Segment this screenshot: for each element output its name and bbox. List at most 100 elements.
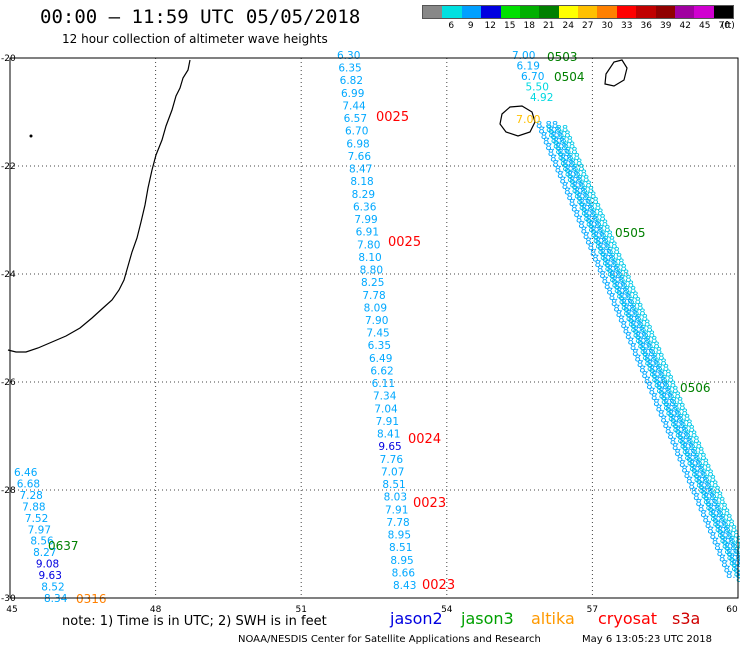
- swath-mark: 8.88: [543, 137, 565, 148]
- cryosat-track-value: 6.11: [372, 378, 395, 390]
- swath-mark: 8.88: [579, 202, 601, 213]
- swath-mark: 8.88: [581, 226, 603, 237]
- swath-mark: 8.88: [560, 157, 582, 168]
- cryosat-track-value: 8.51: [389, 542, 412, 554]
- color-scale-label: 24: [562, 21, 574, 31]
- swath-mark: 8.88: [616, 309, 638, 320]
- swath-mark: 8.88: [553, 141, 575, 152]
- west-track-value: 9.63: [39, 570, 62, 582]
- west-track-value: 8.56: [30, 536, 54, 548]
- x-tick-label: 51: [295, 605, 306, 615]
- swath-mark: 8.88: [578, 220, 600, 231]
- west-track-value: 7.52: [25, 513, 48, 525]
- west-track-value: 8.27: [33, 547, 56, 559]
- swath-mark: 8.88: [712, 537, 734, 548]
- swath-mark: 8.88: [661, 396, 683, 407]
- swath-mark: 8.88: [562, 181, 584, 192]
- color-swatch-21: [539, 6, 559, 18]
- pass-time-label: 0637: [48, 539, 79, 553]
- swath-mark: 8.88: [555, 164, 577, 175]
- pass-time-label: 0025: [376, 110, 409, 125]
- cryosat-track-value: 7.91: [385, 504, 408, 516]
- cryosat-track-value: 8.18: [350, 176, 373, 188]
- swath-mark: 8.88: [647, 363, 669, 374]
- swath-mark: 8.88: [666, 407, 688, 418]
- cryosat-track-value: 7.44: [342, 100, 366, 112]
- cryosat-track-value: 6.98: [346, 138, 369, 150]
- color-scale-label: 6: [448, 21, 455, 31]
- swath-mark: 8.88: [620, 320, 642, 331]
- swath-mark: 8.88: [569, 180, 591, 191]
- cryosat-track-value: 8.25: [361, 277, 384, 289]
- pass-time-label: 0506: [680, 381, 711, 395]
- swath-mark: 8.88: [606, 287, 628, 298]
- cryosat-track-value: 7.78: [386, 517, 409, 529]
- swath-mark: 8.88: [630, 342, 652, 353]
- cryosat-track-value: 7.66: [348, 151, 372, 163]
- swath-mark: 8.88: [703, 496, 725, 507]
- swath-mark: 8.88: [660, 414, 682, 425]
- color-scale-label: 39: [660, 21, 672, 31]
- cryosat-track-value: 7.80: [357, 239, 380, 251]
- swath-mark: 8.88: [694, 474, 716, 485]
- swath-mark: 8.88: [684, 452, 706, 463]
- swath-mark: 8.88: [687, 457, 709, 468]
- map-grid: [10, 58, 738, 598]
- swath-mark: 8.88: [571, 203, 593, 214]
- swath-mark: 8.88: [640, 346, 662, 357]
- swath-mark: 8.88: [701, 491, 723, 502]
- swath-mark: 8.88: [559, 176, 581, 187]
- swath-mark: 8.88: [665, 426, 687, 437]
- cryosat-track-value: 8.43: [393, 580, 416, 592]
- y-tick-label: -24: [1, 270, 16, 280]
- cryosat-track-value: 7.34: [373, 391, 397, 403]
- swath-mark: 8.88: [719, 553, 740, 564]
- swath-mark: 8.88: [696, 498, 718, 509]
- swath-mark: 8.88: [691, 468, 713, 479]
- cryosat-track-value: 6.99: [341, 88, 364, 100]
- x-tick-label: 54: [441, 605, 453, 615]
- swath-mark: 8.88: [548, 148, 570, 159]
- color-scale-label: 21: [543, 21, 555, 31]
- pass-time-label: 0316: [76, 592, 107, 606]
- swath-mark: 8.88: [552, 159, 574, 170]
- cryosat-track-value: 7.76: [380, 454, 404, 466]
- x-tick-label: 48: [150, 605, 162, 615]
- swath-mark: 8.88: [652, 374, 674, 385]
- pass-time-label: 0025: [388, 235, 421, 250]
- swath-mark: 8.88: [679, 459, 701, 470]
- cryosat-track-value: 6.82: [340, 75, 363, 87]
- landmasses: [7, 59, 628, 353]
- northeast-track-value: 5.50: [526, 82, 549, 94]
- swath-mark: 8.88: [727, 552, 740, 563]
- swath-mark: 8.88: [700, 509, 722, 520]
- color-scale-label: 18: [523, 21, 535, 31]
- map-frame: [9, 57, 739, 599]
- cryosat-track-value: 8.47: [349, 164, 372, 176]
- swath-mark: 8.88: [550, 153, 572, 164]
- swath-mark: 8.88: [720, 535, 740, 546]
- color-swatch-70: [713, 6, 733, 18]
- color-swatch-27: [578, 6, 598, 18]
- color-swatch-9: [461, 6, 482, 18]
- cryosat-track-value: 7.45: [366, 328, 389, 340]
- pass-time-labels: 0503 0504 0025 0025 0024 0023 0023 0505 0506 0637…: [48, 50, 711, 606]
- swath-mark: 8.88: [574, 209, 596, 220]
- swath-mark: 8.88: [667, 431, 689, 442]
- swath-mark: 8.88: [715, 524, 737, 535]
- swath-mark: 8.88: [584, 213, 606, 224]
- swath-mark: 8.88: [672, 442, 694, 453]
- swath-mark: 8.88: [546, 124, 568, 135]
- swath-mark: 8.88: [557, 170, 579, 181]
- west-track-value: 7.28: [19, 490, 42, 502]
- swath-mark: 8.88: [605, 263, 627, 274]
- swath-mark: 8.88: [593, 235, 615, 246]
- swath-mark: 8.88: [703, 514, 725, 525]
- swath-mark: 8.88: [536, 120, 558, 131]
- swath-mark: 8.88: [668, 413, 690, 424]
- swath-mark: 8.88: [729, 557, 740, 568]
- cryosat-track-value: 8.95: [388, 530, 411, 542]
- swath-mark: 8.88: [698, 485, 720, 496]
- color-swatch-42: [674, 6, 695, 18]
